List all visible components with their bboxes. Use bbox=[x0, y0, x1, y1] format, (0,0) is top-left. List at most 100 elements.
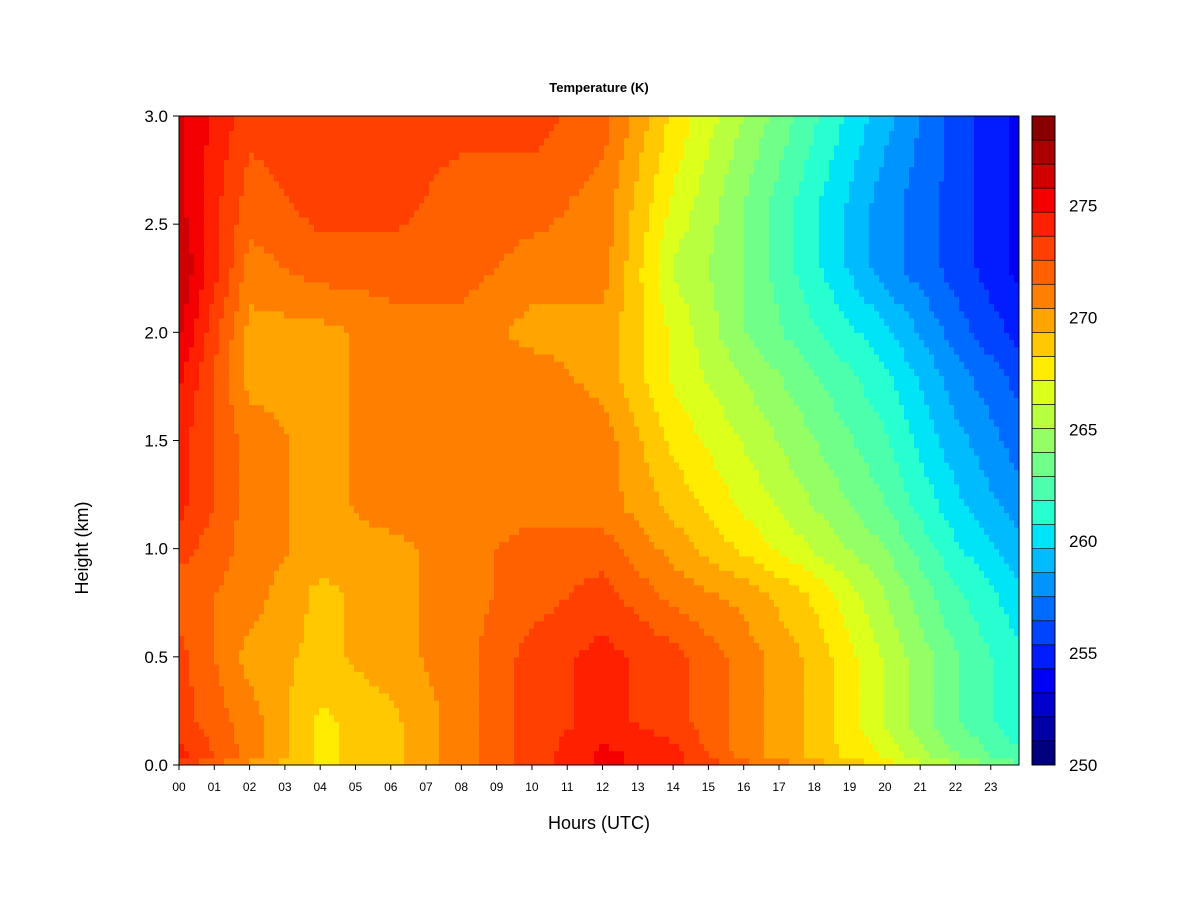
heatmap-cell bbox=[719, 757, 725, 765]
heatmap-cell bbox=[284, 606, 290, 615]
heatmap-cell bbox=[634, 548, 640, 557]
heatmap-cell bbox=[924, 570, 930, 579]
heatmap-cell bbox=[889, 700, 895, 708]
heatmap-cell bbox=[979, 750, 985, 759]
heatmap-cell bbox=[664, 649, 670, 658]
heatmap-cell bbox=[384, 599, 390, 607]
heatmap-cell bbox=[829, 671, 835, 680]
heatmap-cell bbox=[1009, 563, 1015, 571]
heatmap-cell bbox=[994, 599, 1000, 607]
heatmap-cell bbox=[224, 700, 230, 708]
heatmap-cell bbox=[864, 671, 870, 680]
heatmap-cell bbox=[894, 736, 900, 744]
heatmap-cell bbox=[309, 757, 315, 765]
heatmap-cell bbox=[514, 555, 520, 564]
heatmap-cell bbox=[904, 664, 910, 672]
heatmap-cell bbox=[514, 563, 520, 571]
heatmap-cell bbox=[964, 721, 970, 730]
heatmap-cell bbox=[624, 700, 630, 708]
heatmap-cell bbox=[849, 570, 855, 579]
heatmap-cell bbox=[604, 613, 610, 622]
heatmap-cell bbox=[974, 678, 980, 687]
heatmap-cell bbox=[284, 707, 290, 716]
heatmap-cell bbox=[249, 692, 255, 701]
heatmap-cell bbox=[734, 728, 740, 737]
heatmap-cell bbox=[889, 606, 895, 615]
heatmap-cell bbox=[304, 635, 310, 644]
heatmap-cell bbox=[494, 728, 500, 737]
heatmap-cell bbox=[499, 757, 505, 765]
heatmap-cell bbox=[404, 649, 410, 658]
heatmap-cell bbox=[234, 714, 240, 723]
heatmap-cell bbox=[404, 635, 410, 644]
heatmap-cell bbox=[734, 685, 740, 694]
heatmap-cell bbox=[939, 635, 945, 644]
heatmap-cell bbox=[849, 721, 855, 730]
heatmap-cell bbox=[449, 555, 455, 564]
heatmap-cell bbox=[694, 685, 700, 694]
heatmap-cell bbox=[289, 707, 295, 716]
heatmap-cell bbox=[769, 743, 775, 752]
heatmap-cell bbox=[449, 685, 455, 694]
heatmap-cell bbox=[864, 627, 870, 636]
heatmap-cell bbox=[239, 707, 245, 716]
heatmap-cell bbox=[474, 649, 480, 658]
heatmap-cell bbox=[254, 620, 260, 629]
heatmap-cell bbox=[919, 757, 925, 765]
heatmap-cell bbox=[179, 613, 185, 622]
heatmap-cell bbox=[464, 649, 470, 658]
heatmap-cell bbox=[299, 728, 305, 737]
heatmap-cell bbox=[434, 692, 440, 701]
heatmap-cell bbox=[614, 671, 620, 680]
heatmap-cell bbox=[659, 707, 665, 716]
heatmap-cell bbox=[849, 707, 855, 716]
heatmap-cell bbox=[719, 685, 725, 694]
heatmap-cell bbox=[439, 642, 445, 651]
heatmap-cell bbox=[974, 692, 980, 701]
heatmap-cell bbox=[694, 577, 700, 586]
heatmap-cell bbox=[994, 606, 1000, 615]
heatmap-cell bbox=[834, 563, 840, 571]
heatmap-cell bbox=[844, 750, 850, 759]
heatmap-cell bbox=[714, 678, 720, 687]
heatmap-cell bbox=[524, 714, 530, 723]
heatmap-cell bbox=[909, 707, 915, 716]
heatmap-cell bbox=[464, 599, 470, 607]
heatmap-cell bbox=[579, 714, 585, 723]
heatmap-cell bbox=[229, 664, 235, 672]
heatmap-cell bbox=[884, 714, 890, 723]
heatmap-cell bbox=[784, 620, 790, 629]
heatmap-cell bbox=[909, 620, 915, 629]
heatmap-cell bbox=[1009, 685, 1015, 694]
heatmap-cell bbox=[624, 563, 630, 571]
heatmap-cell bbox=[309, 656, 315, 665]
heatmap-cell bbox=[204, 591, 210, 600]
heatmap-cell bbox=[249, 627, 255, 636]
heatmap-cell bbox=[394, 649, 400, 658]
heatmap-cell bbox=[269, 714, 275, 723]
heatmap-cell bbox=[794, 627, 800, 636]
heatmap-cell bbox=[984, 584, 990, 593]
heatmap-cell bbox=[554, 750, 560, 759]
heatmap-cell bbox=[484, 707, 490, 716]
heatmap-cell bbox=[1004, 642, 1010, 651]
heatmap-cell bbox=[374, 700, 380, 708]
heatmap-cell bbox=[439, 606, 445, 615]
heatmap-cell bbox=[229, 570, 235, 579]
heatmap-cell bbox=[799, 591, 805, 600]
heatmap-cell bbox=[429, 613, 435, 622]
heatmap-cell bbox=[914, 635, 920, 644]
heatmap-cell bbox=[744, 736, 750, 744]
heatmap-cell bbox=[254, 757, 260, 765]
heatmap-cell bbox=[504, 642, 510, 651]
heatmap-cell bbox=[359, 635, 365, 644]
heatmap-cell bbox=[464, 656, 470, 665]
heatmap-cell bbox=[814, 570, 820, 579]
heatmap-cell bbox=[564, 635, 570, 644]
heatmap-cell bbox=[569, 591, 575, 600]
heatmap-cell bbox=[289, 692, 295, 701]
heatmap-cell bbox=[649, 736, 655, 744]
heatmap-cell bbox=[854, 692, 860, 701]
heatmap-cell bbox=[519, 627, 525, 636]
heatmap-cell bbox=[444, 743, 450, 752]
